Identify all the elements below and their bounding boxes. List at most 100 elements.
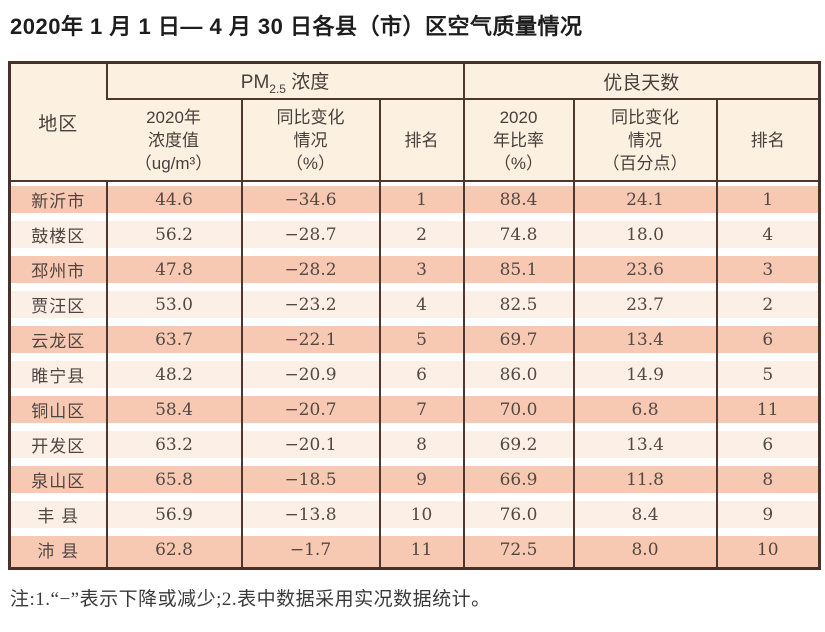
cell-pm-change: −22.1 <box>240 322 380 357</box>
cell-region: 铜山区 <box>9 392 107 427</box>
table-row: 泉山区 65.8 −18.5 9 66.9 11.8 8 <box>9 462 820 497</box>
col-header-good-rank: 排名 <box>715 99 820 182</box>
cell-pm-value: 47.8 <box>105 252 242 287</box>
cell-region: 新沂市 <box>9 181 107 217</box>
cell-region: 沛 县 <box>9 532 107 569</box>
cell-rank: 4 <box>715 217 820 252</box>
cell-rank: 8 <box>715 462 820 497</box>
header-line: 同比变化 <box>611 107 679 127</box>
cell-ratio: 72.5 <box>462 532 574 569</box>
cell-pm-rank: 11 <box>378 532 464 569</box>
cell-pm-change: −1.7 <box>240 532 380 569</box>
cell-pm-value: 62.8 <box>105 532 242 569</box>
cell-pm-change: −23.2 <box>240 287 380 322</box>
cell-pm-change: −20.1 <box>240 427 380 462</box>
cell-rank: 9 <box>715 497 820 532</box>
col-group-good-days: 优良天数 <box>462 62 820 100</box>
header-line: （%） <box>493 153 544 173</box>
header-line: 2020年 <box>146 107 201 127</box>
air-quality-table: 地区 PM2.5 浓度 优良天数 2020年 浓度值 （ug/m³） 同比变化 … <box>8 61 821 570</box>
header-line: 2020 <box>499 107 538 127</box>
cell-region: 睢宁县 <box>9 357 107 392</box>
cell-pm-change: −20.9 <box>240 357 380 392</box>
cell-rank: 3 <box>715 252 820 287</box>
cell-ratio-change: 11.8 <box>572 462 717 497</box>
cell-region: 云龙区 <box>9 322 107 357</box>
cell-pm-value: 56.2 <box>105 217 242 252</box>
cell-rank: 1 <box>715 181 820 217</box>
col-group-pm25: PM2.5 浓度 <box>105 62 464 100</box>
table-row: 开发区 63.2 −20.1 8 69.2 13.4 6 <box>9 427 820 462</box>
cell-rank: 6 <box>715 322 820 357</box>
cell-region: 鼓楼区 <box>9 217 107 252</box>
cell-pm-value: 63.7 <box>105 322 242 357</box>
cell-ratio: 82.5 <box>462 287 574 322</box>
cell-pm-change: −20.7 <box>240 392 380 427</box>
cell-pm-rank: 7 <box>378 392 464 427</box>
header-line: 情况 <box>628 130 662 150</box>
header-line: 浓度值 <box>148 130 199 150</box>
table-row: 沛 县 62.8 −1.7 11 72.5 8.0 10 <box>9 532 820 569</box>
cell-pm-change: −28.7 <box>240 217 380 252</box>
cell-region: 邳州市 <box>9 252 107 287</box>
cell-pm-value: 53.0 <box>105 287 242 322</box>
pm-subscript: 2.5 <box>269 81 286 96</box>
cell-region: 丰 县 <box>9 497 107 532</box>
header-group-row: 地区 PM2.5 浓度 优良天数 <box>9 62 820 182</box>
cell-pm-change: −28.2 <box>240 252 380 287</box>
cell-ratio: 66.9 <box>462 462 574 497</box>
cell-pm-value: 65.8 <box>105 462 242 497</box>
cell-pm-change: −13.8 <box>240 497 380 532</box>
table-row: 铜山区 58.4 −20.7 7 70.0 6.8 11 <box>9 392 820 427</box>
table-row: 睢宁县 48.2 −20.9 6 86.0 14.9 5 <box>9 357 820 392</box>
header-line: 年比率 <box>493 130 544 150</box>
table-row: 邳州市 47.8 −28.2 3 85.1 23.6 3 <box>9 252 820 287</box>
col-header-pm-change: 同比变化 情况 （%） <box>240 99 380 182</box>
cell-pm-rank: 5 <box>378 322 464 357</box>
table-row: 鼓楼区 56.2 −28.7 2 74.8 18.0 4 <box>9 217 820 252</box>
cell-ratio: 69.2 <box>462 427 574 462</box>
table-row: 丰 县 56.9 −13.8 10 76.0 8.4 9 <box>9 497 820 532</box>
cell-pm-value: 58.4 <box>105 392 242 427</box>
cell-ratio: 76.0 <box>462 497 574 532</box>
header-line: 同比变化 <box>276 107 345 127</box>
header-line: 情况 <box>293 130 328 150</box>
table-row: 云龙区 63.7 −22.1 5 69.7 13.4 6 <box>9 322 820 357</box>
header-line: （百分点） <box>602 153 688 173</box>
pm-label: PM <box>240 71 270 93</box>
cell-pm-value: 44.6 <box>105 181 242 217</box>
cell-ratio: 88.4 <box>462 181 574 217</box>
cell-ratio-change: 24.1 <box>572 181 717 217</box>
col-header-pm-value: 2020年 浓度值 （ug/m³） <box>106 99 242 182</box>
cell-pm-rank: 2 <box>378 217 464 252</box>
cell-ratio-change: 23.6 <box>572 252 717 287</box>
cell-pm-rank: 3 <box>378 252 464 287</box>
header-line: （%） <box>285 153 336 173</box>
cell-ratio-change: 14.9 <box>572 357 717 392</box>
cell-pm-value: 63.2 <box>105 427 242 462</box>
cell-ratio-change: 13.4 <box>572 427 717 462</box>
cell-pm-value: 48.2 <box>105 357 242 392</box>
cell-rank: 11 <box>715 392 820 427</box>
cell-region: 贾汪区 <box>9 287 107 322</box>
cell-rank: 10 <box>715 532 820 569</box>
table-row: 贾汪区 53.0 −23.2 4 82.5 23.7 2 <box>9 287 820 322</box>
cell-pm-change: −18.5 <box>240 462 380 497</box>
cell-region: 开发区 <box>9 427 107 462</box>
cell-rank: 2 <box>715 287 820 322</box>
cell-pm-rank: 9 <box>378 462 464 497</box>
col-header-region: 地区 <box>9 62 107 182</box>
cell-pm-value: 56.9 <box>105 497 242 532</box>
cell-ratio-change: 23.7 <box>572 287 717 322</box>
cell-pm-rank: 4 <box>378 287 464 322</box>
cell-ratio: 69.7 <box>462 322 574 357</box>
table-row: 新沂市 44.6 −34.6 1 88.4 24.1 1 <box>9 181 820 217</box>
cell-ratio-change: 18.0 <box>572 217 717 252</box>
header-line: （ug/m³） <box>134 153 213 173</box>
cell-pm-rank: 10 <box>378 497 464 532</box>
cell-rank: 5 <box>715 357 820 392</box>
cell-ratio: 85.1 <box>462 252 574 287</box>
cell-pm-change: −34.6 <box>240 181 380 217</box>
cell-pm-rank: 6 <box>378 357 464 392</box>
header-sub-row: 2020年 浓度值 （ug/m³） 同比变化 情况 （%） 排名 2020 年比… <box>10 99 820 182</box>
